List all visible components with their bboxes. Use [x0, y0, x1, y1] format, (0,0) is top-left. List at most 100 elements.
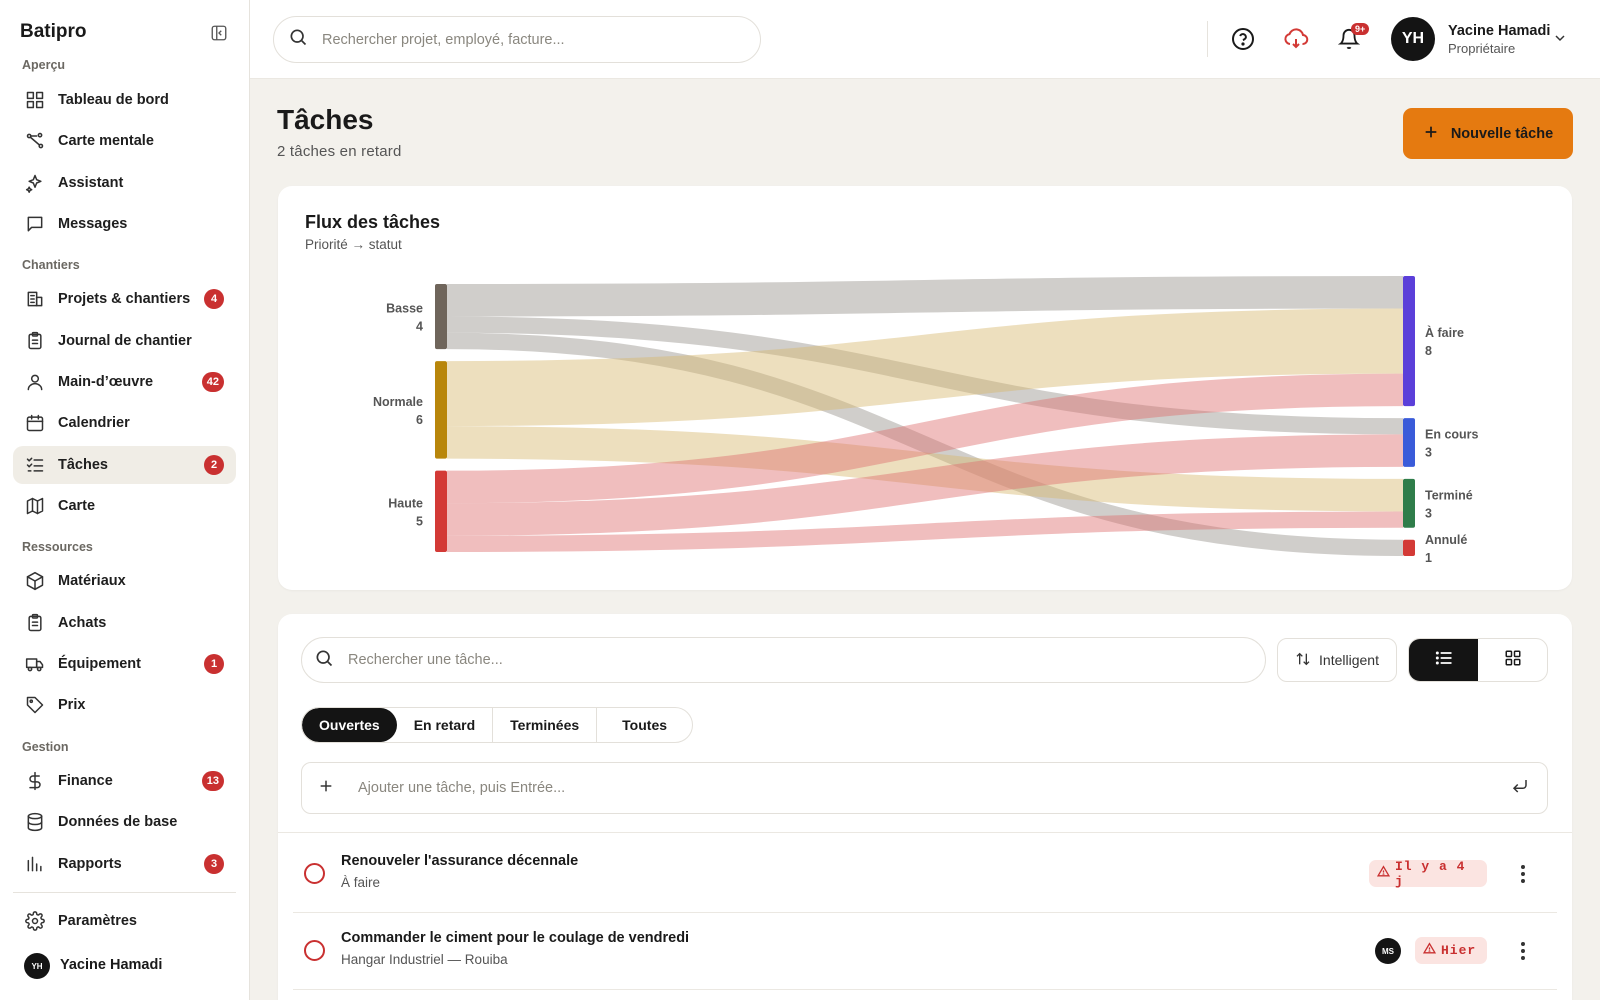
add-task-field[interactable] [301, 762, 1548, 814]
sidebar-item-equipement[interactable]: Équipement 1 [13, 645, 236, 683]
tasks-icon [25, 455, 45, 475]
count-badge: 42 [201, 372, 224, 392]
dashboard-icon [25, 90, 45, 110]
assignee-avatar[interactable]: MS [1375, 938, 1401, 964]
sidebar-item-label: Carte mentale [58, 133, 154, 149]
sidebar-item-main-d-uvre[interactable]: Main-d’œuvre 42 [13, 363, 236, 401]
sidebar-item-label: Carte [58, 498, 96, 514]
sankey-node-label: Normale [373, 395, 423, 409]
sidebar-item-achats[interactable]: Achats [13, 604, 236, 642]
sankey-link [446, 332, 1404, 557]
sidebar-item-label: Rapports [58, 856, 122, 872]
chevron-down-icon[interactable] [1552, 30, 1568, 51]
task-title[interactable]: Commander le ciment pour le coulage de v… [341, 930, 690, 946]
task-row[interactable]: Renouveler l'assurance décennale À faire I… [293, 836, 1557, 913]
list-icon [1434, 648, 1454, 673]
sidebar-item-materiaux[interactable]: Matériaux [13, 562, 236, 600]
sankey-node-label: Haute [388, 496, 423, 510]
tab-terminees[interactable]: Terminées [493, 708, 598, 742]
sidebar-section-chantiers: Chantiers [22, 258, 80, 272]
avatar[interactable]: YH [1391, 17, 1435, 61]
count-badge: 13 [201, 771, 224, 791]
sankey-node-label: Basse [386, 302, 423, 316]
sankey-link [446, 434, 1404, 536]
sankey-node-value: 5 [416, 514, 423, 528]
sort-button[interactable]: Intelligent [1277, 638, 1397, 682]
sidebar-item-taches[interactable]: Tâches 2 [13, 446, 236, 484]
message-icon [25, 214, 45, 234]
app-logo[interactable]: Batipro [20, 21, 87, 42]
sidebar-item-prix[interactable]: Prix [13, 686, 236, 724]
clipboard-icon [25, 331, 45, 351]
task-search[interactable] [301, 637, 1266, 683]
sidebar-item-settings[interactable]: Paramètres [13, 902, 236, 940]
more-options-icon[interactable] [1513, 862, 1533, 886]
sidebar-item-projets-chantiers[interactable]: Projets & chantiers 4 [13, 280, 236, 318]
task-row[interactable]: Commander le ciment pour le coulage de v… [293, 913, 1557, 990]
sort-label: Intelligent [1319, 652, 1379, 668]
more-options-icon[interactable] [1513, 939, 1533, 963]
tag-icon [25, 695, 45, 715]
sankey-link [446, 373, 1404, 504]
sidebar-item-label: Main-d’œuvre [58, 374, 154, 390]
tab-toutes[interactable]: Toutes [622, 717, 668, 733]
sidebar-collapse-icon[interactable] [206, 20, 232, 46]
task-title[interactable]: Renouveler l'assurance décennale [341, 853, 579, 869]
sidebar-item-tableau-de-bord[interactable]: Tableau de bord [13, 81, 236, 119]
chart-subtitle: Priorité → statut [305, 237, 402, 252]
add-task-input[interactable] [358, 780, 1511, 796]
global-search[interactable] [273, 16, 761, 63]
task-subtitle: Hangar Industriel — Rouiba [341, 952, 508, 967]
cloud-sync-icon[interactable] [1283, 26, 1309, 52]
sidebar-item-calendrier[interactable]: Calendrier [13, 404, 236, 442]
grid-view-button[interactable] [1478, 639, 1547, 681]
gear-icon [25, 911, 45, 931]
sankey-link [446, 276, 1404, 317]
sankey-node [1403, 418, 1415, 467]
user-role: Propriétaire [1448, 41, 1516, 56]
database-icon [25, 812, 45, 832]
warning-icon [1422, 942, 1437, 959]
task-checkbox[interactable] [304, 940, 325, 961]
task-checkbox[interactable] [304, 863, 325, 884]
sankey-node [435, 284, 447, 350]
sidebar-item-messages[interactable]: Messages [13, 205, 236, 243]
filter-tabs: Ouvertes En retard Terminées Toutes [301, 707, 694, 743]
sidebar-item-donnees-de-base[interactable]: Données de base [13, 803, 236, 841]
task-search-input[interactable] [348, 652, 1265, 668]
topbar-divider [1207, 21, 1208, 57]
sidebar-user-name[interactable]: Yacine Hamadi [60, 957, 163, 973]
list-view-button[interactable] [1409, 639, 1478, 681]
sidebar-item-carte[interactable]: Carte [13, 487, 236, 525]
calendar-icon [25, 413, 45, 433]
task-subtitle: À faire [341, 875, 381, 890]
help-icon[interactable] [1230, 26, 1256, 52]
enter-key-icon[interactable] [1511, 777, 1529, 800]
sankey-node [435, 470, 447, 552]
sidebar-item-assistant[interactable]: Assistant [13, 164, 236, 202]
tab-ouvertes[interactable]: Ouvertes [302, 708, 397, 742]
sort-icon [1295, 651, 1311, 670]
chart-card: Flux des tâches Priorité → statut Basse 4… [278, 186, 1572, 590]
sankey-node-label: Annulé [1425, 533, 1467, 547]
sankey-node [1403, 276, 1415, 407]
sidebar-item-label: Journal de chantier [58, 333, 192, 349]
sidebar-item-rapports[interactable]: Rapports 3 [13, 845, 236, 883]
avatar[interactable]: YH [24, 953, 50, 979]
sidebar-item-finance[interactable]: Finance 13 [13, 762, 236, 800]
sankey-node [435, 361, 447, 459]
sidebar-item-journal-de-chantier[interactable]: Journal de chantier [13, 322, 236, 360]
sidebar-item-label: Projets & chantiers [58, 291, 191, 307]
chart-title: Flux des tâches [305, 212, 441, 232]
sidebar-item-carte-mentale[interactable]: Carte mentale [13, 122, 236, 160]
sankey-node-value: 3 [1425, 506, 1432, 520]
dollar-icon [25, 771, 45, 791]
tab-en-retard[interactable]: En retard [397, 708, 494, 742]
new-task-button[interactable]: Nouvelle tâche [1403, 108, 1573, 159]
mindmap-icon [25, 131, 45, 151]
bell-icon[interactable]: 9+ [1336, 23, 1370, 52]
user-name[interactable]: Yacine Hamadi [1448, 23, 1551, 39]
user-icon [25, 372, 45, 392]
global-search-input[interactable] [322, 31, 760, 48]
